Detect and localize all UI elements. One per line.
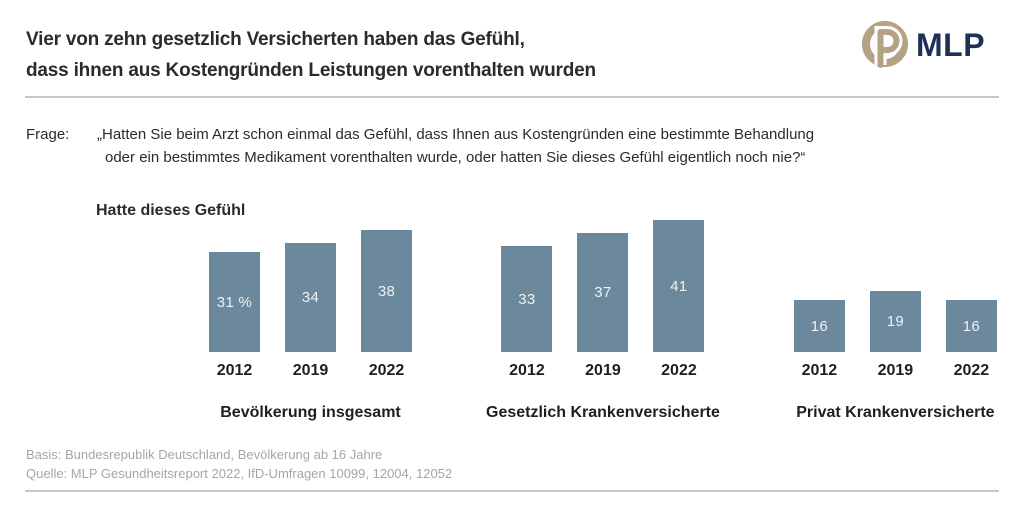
bar: 38	[361, 230, 412, 352]
page-title: Vier von zehn gesetzlich Versicherten ha…	[26, 24, 596, 86]
bar-year-label: 2012	[216, 362, 253, 379]
footer: Basis: Bundesrepublik Deutschland, Bevöl…	[26, 445, 452, 483]
bar-value-label: 37	[594, 284, 612, 301]
bar-value-label: 34	[301, 289, 320, 306]
bar-year-label: 2019	[877, 362, 914, 379]
chart-group-label: Bevölkerung insgesamt	[220, 404, 401, 421]
bar-column: 33 2012	[501, 246, 553, 381]
bar-value-label: 16	[962, 317, 981, 335]
bar-year-label: 2022	[368, 362, 405, 379]
bar-value-label: 16	[810, 317, 829, 335]
bar-year-label: 2022	[953, 362, 990, 379]
question-line2: oder ein bestimmtes Medikament vorenthal…	[105, 149, 806, 166]
bar-value-label: 41	[670, 277, 688, 295]
bar-year-label: 2012	[509, 362, 545, 379]
chart-group: 31 % 2012 34 2019 38 2022 Bevölkerung insgesam…	[209, 230, 412, 423]
bar-column: 34 2019	[285, 243, 336, 381]
question-label: Frage:	[26, 126, 70, 143]
bar-column: 19 2019	[869, 291, 921, 381]
bar-column: 41 2022	[653, 220, 705, 381]
chart-group-label: Gesetzlich Krankenversicherte	[486, 404, 720, 421]
bar-year-label: 2019	[292, 362, 329, 379]
bar-year-label: 2022	[661, 362, 697, 379]
bar-year-label: 2012	[801, 362, 838, 379]
bar-column: 37 2019	[577, 233, 629, 381]
footer-divider	[25, 490, 999, 492]
mlp-logo: MLP	[860, 20, 985, 70]
chart-title: Hatte dieses Gefühl	[96, 202, 246, 219]
bar-year-label: 2019	[585, 362, 621, 379]
bar-value-label: 19	[886, 313, 905, 330]
bar-value-label: 33	[518, 290, 536, 308]
bar: 37	[577, 233, 629, 352]
chart-group: 33 2012 37 2019 41 2022 Gesetzlich Krankenvers…	[486, 220, 720, 423]
chart-group-bars: 33 2012 37 2019 41 2022	[501, 220, 705, 381]
footer-quelle: Quelle: MLP Gesundheitsreport 2022, IfD-…	[26, 466, 453, 481]
page-title-line2: dass ihnen aus Kostengründen Leistungen …	[26, 60, 596, 81]
bar: 16	[793, 300, 845, 352]
bar-column: 16 2022	[945, 300, 997, 381]
chart-group-label: Privat Krankenversicherte	[796, 404, 995, 421]
bar-column: 16 2012	[793, 300, 845, 381]
bar: 33	[501, 246, 553, 352]
footer-basis: Basis: Bundesrepublik Deutschland, Bevöl…	[26, 447, 383, 462]
mlp-logo-text: MLP	[916, 27, 986, 63]
bar: 19	[869, 291, 921, 352]
bar-value-label: 31 %	[216, 293, 253, 311]
question-text: „Hatten Sie beim Arzt schon einmal das G…	[97, 123, 815, 169]
bar: 34	[285, 243, 336, 352]
question-line1: „Hatten Sie beim Arzt schon einmal das G…	[97, 126, 815, 143]
chart-group-bars: 16 2012 19 2019 16 2022	[793, 291, 997, 381]
bar-column: 31 % 2012	[209, 252, 260, 381]
bar-value-label: 38	[377, 282, 396, 300]
bar: 16	[945, 300, 997, 352]
mlp-logo-icon	[862, 21, 908, 68]
bar: 41	[653, 220, 705, 352]
bar-chart: 31 % 2012 34 2019 38 2022 Bevölkerung insgesam…	[209, 220, 997, 423]
header-divider	[25, 96, 999, 98]
chart-group-bars: 31 % 2012 34 2019 38 2022	[209, 230, 412, 381]
bar: 31 %	[209, 252, 260, 352]
page-title-line1: Vier von zehn gesetzlich Versicherten ha…	[26, 29, 525, 50]
bar-column: 38 2022	[361, 230, 412, 381]
chart-group: 16 2012 19 2019 16 2022 Privat Krankenversiche…	[793, 291, 997, 423]
